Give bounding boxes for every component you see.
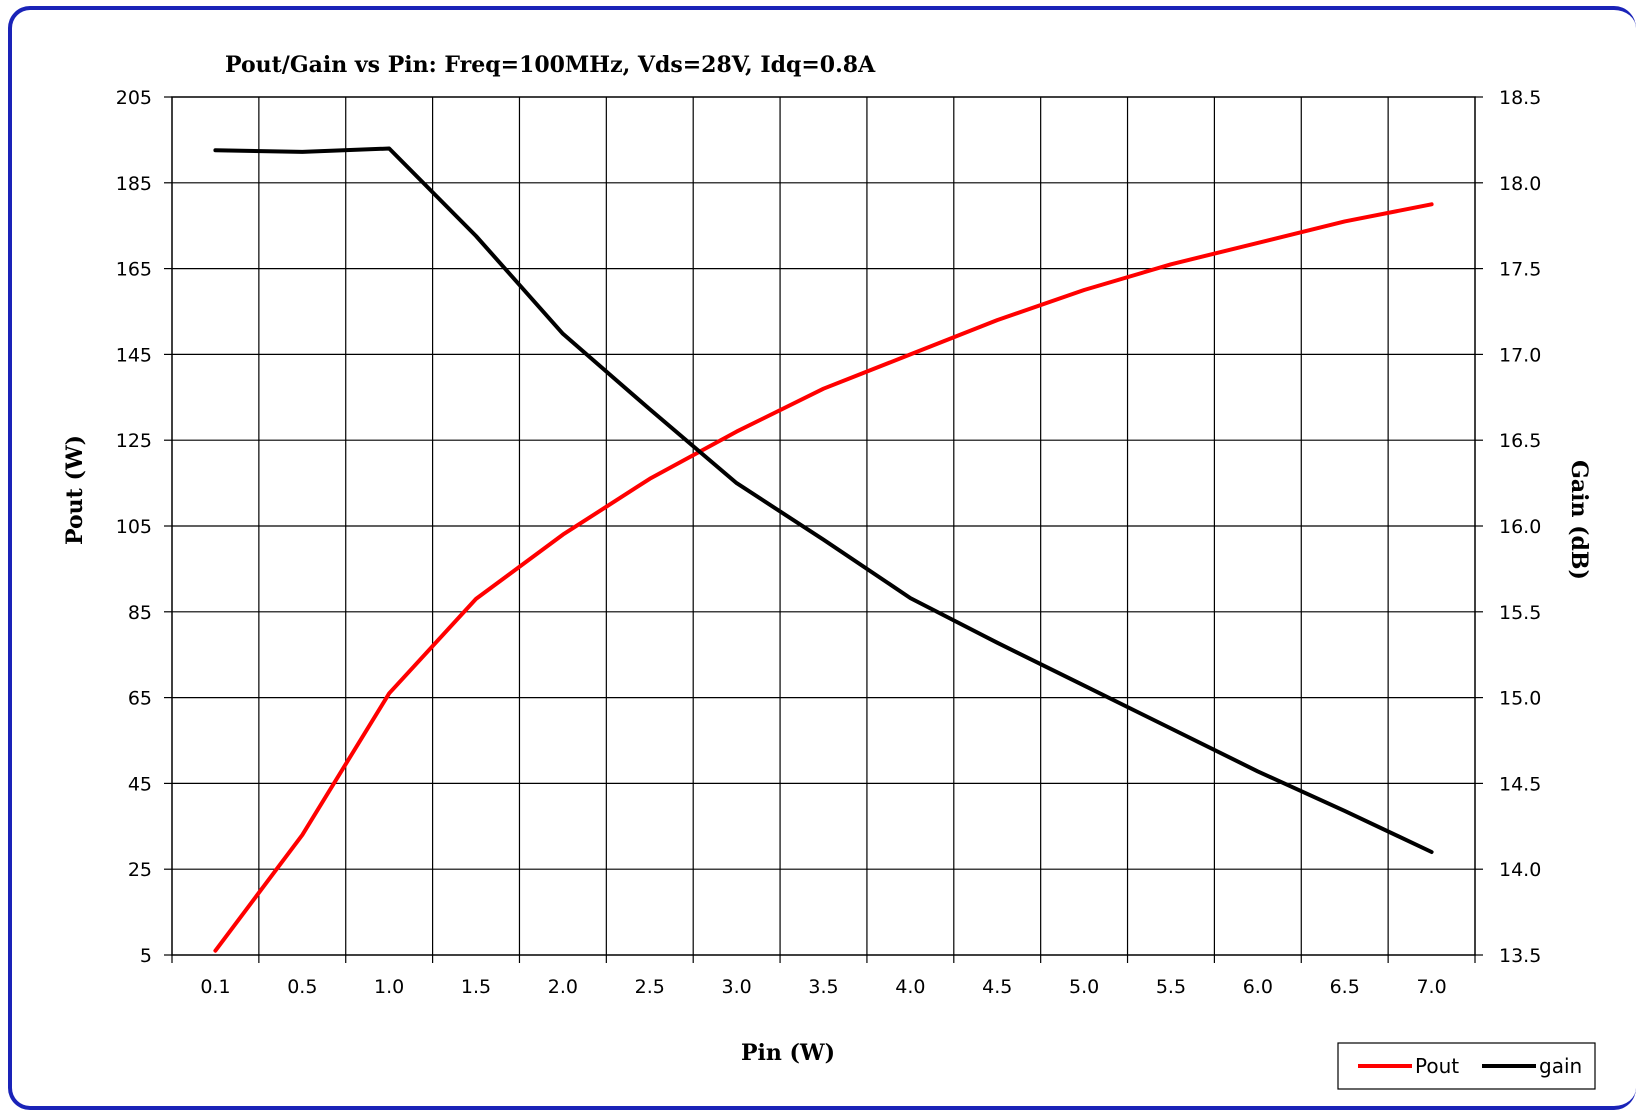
x-tick-label: 0.5 bbox=[287, 976, 317, 998]
legend-label-pout: Pout bbox=[1415, 1054, 1459, 1078]
right-tick-label: 13.5 bbox=[1499, 945, 1541, 967]
x-axis-title: Pin (W) bbox=[741, 1040, 835, 1066]
x-tick-label: 1.5 bbox=[461, 976, 491, 998]
right-axis-ticks: 18.5 18.0 17.5 17.0 16.5 16.0 15.5 15.0 14.5 14.0… bbox=[1475, 87, 1541, 967]
right-tick-label: 16.5 bbox=[1499, 430, 1541, 452]
legend: Pout gain bbox=[1337, 1042, 1596, 1090]
left-tick-label: 125 bbox=[116, 430, 152, 452]
left-tick-label: 45 bbox=[128, 773, 152, 795]
left-tick-label: 25 bbox=[128, 859, 152, 881]
right-tick-label: 18.0 bbox=[1499, 173, 1541, 195]
x-tick-label: 5.5 bbox=[1156, 976, 1186, 998]
x-axis-ticks: 0.1 0.5 1.0 1.5 2.0 2.5 3.0 3.5 4.0 4.5 5.0 5.5 6.0 6… bbox=[171, 955, 1476, 998]
x-tick-label: 1.0 bbox=[374, 976, 404, 998]
left-axis-ticks: 205 185 165 145 125 105 85 65 45 25 5 bbox=[116, 87, 172, 967]
x-tick-label: 4.0 bbox=[895, 976, 925, 998]
series-line-pout bbox=[213, 202, 1434, 953]
right-tick-label: 17.5 bbox=[1499, 259, 1541, 281]
right-tick-label: 15.5 bbox=[1499, 602, 1541, 624]
left-tick-label: 105 bbox=[116, 516, 152, 538]
right-tick-label: 18.5 bbox=[1499, 87, 1541, 109]
left-tick-label: 5 bbox=[140, 945, 152, 967]
x-tick-label: 3.5 bbox=[808, 976, 838, 998]
left-tick-label: 185 bbox=[116, 173, 152, 195]
right-tick-label: 14.0 bbox=[1499, 859, 1541, 881]
y-axis-title: Pout (W) bbox=[62, 435, 88, 545]
x-tick-label: 4.5 bbox=[982, 976, 1012, 998]
x-tick-label: 7.0 bbox=[1416, 976, 1446, 998]
series-layer bbox=[213, 146, 1434, 953]
series-line-gain bbox=[213, 146, 1434, 854]
x-tick-label: 6.5 bbox=[1330, 976, 1360, 998]
grid-lines bbox=[172, 97, 1475, 955]
left-tick-label: 85 bbox=[128, 602, 152, 624]
x-tick-label: 6.0 bbox=[1243, 976, 1273, 998]
left-tick-label: 65 bbox=[128, 688, 152, 710]
x-tick-label: 0.1 bbox=[200, 976, 230, 998]
right-tick-label: 17.0 bbox=[1499, 344, 1541, 366]
x-tick-label: 2.5 bbox=[635, 976, 665, 998]
chart-title: Pout/Gain vs Pin: Freq=100MHz, Vds=28V, … bbox=[225, 52, 876, 78]
right-tick-label: 14.5 bbox=[1499, 773, 1541, 795]
x-tick-label: 3.0 bbox=[722, 976, 752, 998]
left-tick-label: 145 bbox=[116, 344, 152, 366]
legend-label-gain: gain bbox=[1539, 1054, 1582, 1078]
x-tick-label: 2.0 bbox=[548, 976, 578, 998]
x-tick-label: 5.0 bbox=[1069, 976, 1099, 998]
left-tick-label: 205 bbox=[116, 87, 152, 109]
right-tick-label: 15.0 bbox=[1499, 688, 1541, 710]
y2-axis-title: Gain (dB) bbox=[1566, 460, 1592, 580]
right-tick-label: 16.0 bbox=[1499, 516, 1541, 538]
left-tick-label: 165 bbox=[116, 259, 152, 281]
